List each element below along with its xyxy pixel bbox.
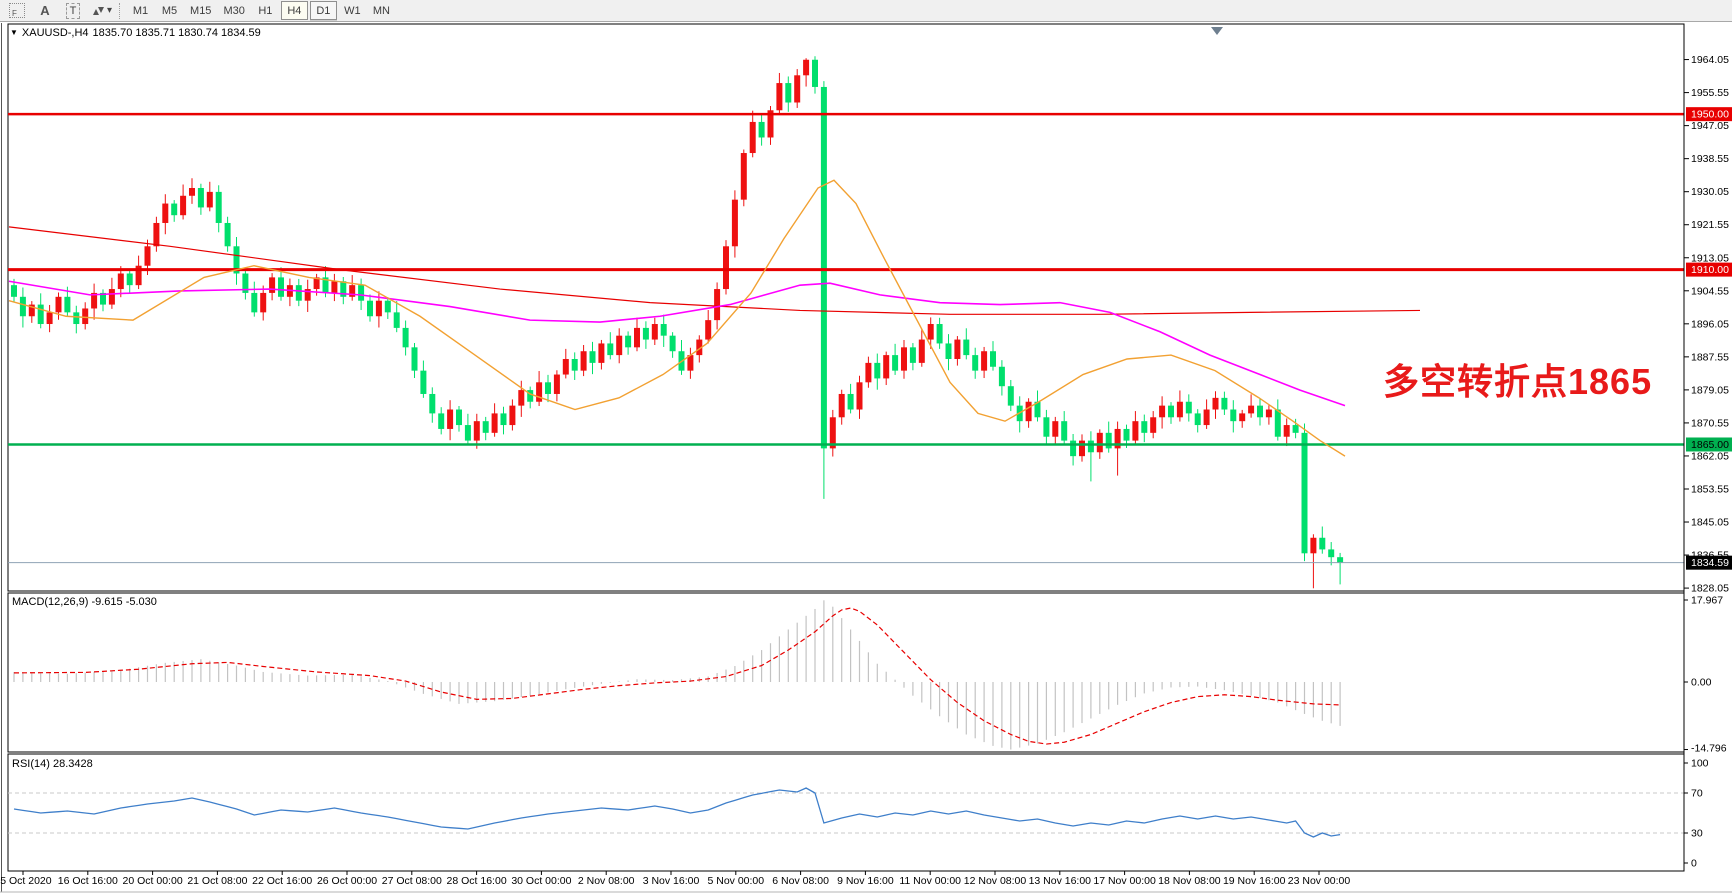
svg-text:20 Oct 00:00: 20 Oct 00:00 xyxy=(123,875,183,887)
arrows-icon xyxy=(93,6,104,15)
macd-indicator xyxy=(13,600,1341,750)
macd-pane[interactable] xyxy=(7,592,1685,753)
macd-indicator-label: MACD(12,26,9) -9.615 -5.030 xyxy=(12,596,157,608)
svg-text:1904.55: 1904.55 xyxy=(1691,285,1729,297)
svg-text:11 Nov 00:00: 11 Nov 00:00 xyxy=(899,875,961,887)
frame-f-icon[interactable]: F xyxy=(6,2,28,20)
svg-text:17.967: 17.967 xyxy=(1691,595,1723,607)
svg-text:12 Nov 08:00: 12 Nov 08:00 xyxy=(964,875,1027,887)
a-icon: A xyxy=(40,3,50,18)
svg-text:1887.55: 1887.55 xyxy=(1691,351,1729,363)
price-badges: 1950.00 1910.00 1865.00 1834.59 xyxy=(1686,107,1732,570)
shift-marker-icon[interactable] xyxy=(1211,27,1223,35)
timeframe-d1-button[interactable]: D1 xyxy=(309,1,337,20)
svg-text:26 Oct 00:00: 26 Oct 00:00 xyxy=(317,875,377,887)
svg-text:22 Oct 16:00: 22 Oct 16:00 xyxy=(252,875,312,887)
svg-text:5 Nov 00:00: 5 Nov 00:00 xyxy=(707,875,764,887)
svg-text:1964.05: 1964.05 xyxy=(1691,54,1729,66)
svg-text:28 Oct 16:00: 28 Oct 16:00 xyxy=(447,875,507,887)
svg-text:1828.05: 1828.05 xyxy=(1691,583,1729,595)
svg-text:0.00: 0.00 xyxy=(1691,677,1712,689)
svg-text:70: 70 xyxy=(1691,788,1703,800)
rsi-pane[interactable] xyxy=(7,753,1685,872)
svg-text:1879.05: 1879.05 xyxy=(1691,384,1729,396)
svg-text:1955.55: 1955.55 xyxy=(1691,87,1729,99)
svg-text:100: 100 xyxy=(1691,758,1709,770)
text-a-button[interactable]: A xyxy=(34,2,56,20)
frame-f-label: F xyxy=(12,9,17,18)
svg-text:6 Nov 08:00: 6 Nov 08:00 xyxy=(772,875,829,887)
timeframe-mn-button[interactable]: MN xyxy=(372,4,390,17)
collapse-triangle-icon[interactable]: ▼ xyxy=(10,27,18,37)
main-pane[interactable] xyxy=(7,23,1685,592)
svg-text:1938.55: 1938.55 xyxy=(1691,153,1729,165)
svg-text:3 Nov 16:00: 3 Nov 16:00 xyxy=(643,875,700,887)
pane-borders xyxy=(0,23,1732,893)
t-icon: T xyxy=(65,2,81,19)
timeframe-m15-button[interactable]: M15 xyxy=(190,4,212,17)
timeframe-m30-button[interactable]: M30 xyxy=(223,4,245,17)
svg-text:1910.00: 1910.00 xyxy=(1691,264,1729,276)
svg-text:27 Oct 08:00: 27 Oct 08:00 xyxy=(382,875,442,887)
svg-text:0: 0 xyxy=(1691,858,1697,870)
timeframe-w1-button[interactable]: W1 xyxy=(344,4,361,17)
timeframe-m1-button[interactable]: M1 xyxy=(132,4,149,17)
svg-text:30 Oct 00:00: 30 Oct 00:00 xyxy=(511,875,571,887)
svg-text:1862.05: 1862.05 xyxy=(1691,450,1729,462)
chart-title: ▼ XAUUSD-,H4 1835.70 1835.71 1830.74 183… xyxy=(10,27,261,39)
symbol-timeframe-label: XAUUSD-,H4 xyxy=(21,27,89,39)
svg-text:1853.55: 1853.55 xyxy=(1691,483,1729,495)
svg-text:19 Nov 16:00: 19 Nov 16:00 xyxy=(1223,875,1286,887)
svg-text:9 Nov 16:00: 9 Nov 16:00 xyxy=(837,875,894,887)
svg-text:1834.59: 1834.59 xyxy=(1691,557,1729,569)
ma-fast-orange xyxy=(8,179,1346,457)
svg-text:13 Nov 16:00: 13 Nov 16:00 xyxy=(1029,875,1092,887)
svg-text:1930.05: 1930.05 xyxy=(1691,186,1729,198)
rsi-indicator-label: RSI(14) 28.3428 xyxy=(12,758,93,770)
rsi-indicator xyxy=(8,787,1684,838)
svg-text:1947.05: 1947.05 xyxy=(1691,120,1729,132)
arrows-dropdown-button[interactable]: ▾ xyxy=(90,2,112,20)
svg-text:1845.05: 1845.05 xyxy=(1691,517,1729,529)
svg-text:1950.00: 1950.00 xyxy=(1691,109,1729,121)
svg-text:30: 30 xyxy=(1691,828,1703,840)
ma-slow-red xyxy=(8,226,1421,315)
svg-text:15 Oct 2020: 15 Oct 2020 xyxy=(0,875,52,887)
svg-text:1921.55: 1921.55 xyxy=(1691,219,1729,231)
svg-text:2 Nov 08:00: 2 Nov 08:00 xyxy=(578,875,635,887)
svg-text:21 Oct 08:00: 21 Oct 08:00 xyxy=(187,875,247,887)
timeframe-h4-button[interactable]: H4 xyxy=(280,1,308,20)
svg-text:1913.05: 1913.05 xyxy=(1691,252,1729,264)
toolbar-separator xyxy=(119,2,121,19)
top-toolbar: F A T ▾ M1 M5 M15 M30 H1 H4 D1 W1 MN xyxy=(0,0,1732,22)
chevron-down-icon: ▾ xyxy=(107,5,113,16)
svg-text:16 Oct 16:00: 16 Oct 16:00 xyxy=(58,875,118,887)
date-axis[interactable]: 15 Oct 2020 16 Oct 16:00 20 Oct 00:00 21 Oc… xyxy=(0,871,1350,887)
svg-text:18 Nov 08:00: 18 Nov 08:00 xyxy=(1158,875,1221,887)
ohlc-values: 1835.70 1835.71 1830.74 1834.59 xyxy=(92,27,261,39)
timeframe-h1-button[interactable]: H1 xyxy=(258,4,273,17)
svg-text:-14.796: -14.796 xyxy=(1691,743,1727,755)
text-t-button[interactable]: T xyxy=(62,2,84,20)
horizontal-levels[interactable] xyxy=(8,112,1684,446)
ma-mid-magenta xyxy=(8,280,1346,407)
moving-averages xyxy=(8,179,1421,457)
svg-text:1865.00: 1865.00 xyxy=(1691,439,1729,451)
svg-text:1896.05: 1896.05 xyxy=(1691,318,1729,330)
timeframe-m5-button[interactable]: M5 xyxy=(161,4,178,17)
rsi-line xyxy=(13,787,1341,838)
svg-text:17 Nov 00:00: 17 Nov 00:00 xyxy=(1093,875,1156,887)
macd-signal-line xyxy=(13,607,1341,745)
annotation-text[interactable]: 多空转折点1865 xyxy=(1383,361,1653,402)
svg-text:1870.55: 1870.55 xyxy=(1691,417,1729,429)
svg-text:23 Nov 00:00: 23 Nov 00:00 xyxy=(1288,875,1351,887)
